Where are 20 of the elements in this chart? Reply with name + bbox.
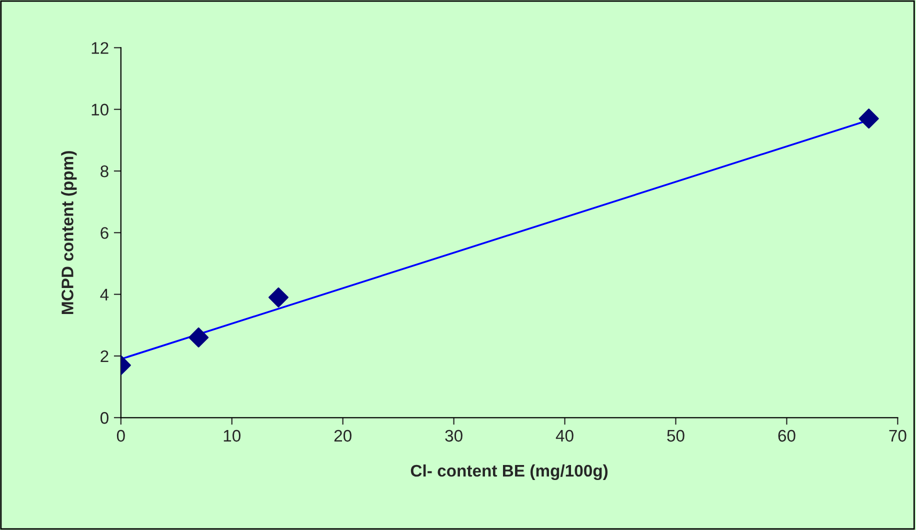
point [188, 327, 209, 348]
point [858, 108, 879, 129]
y-tick-label: 12 [92, 42, 108, 54]
y-tick-label: 8 [100, 165, 108, 178]
x-tick-label: 20 [334, 430, 352, 442]
x-tick-label: 10 [224, 430, 240, 442]
y-tick-label: 2 [100, 350, 108, 362]
y-tick-label: 6 [100, 227, 108, 239]
x-axis-title: Cl- content BE (mg/100g) [410, 464, 608, 480]
x-tick-label: 60 [778, 430, 796, 442]
point [268, 287, 288, 308]
y-tick-label: 4 [100, 288, 109, 300]
x-tick-label: 30 [445, 430, 462, 442]
x-tick-label: 40 [556, 430, 574, 442]
y-axis-title: MCPD content (ppm) [61, 151, 77, 314]
x-tick-label: 50 [667, 430, 684, 442]
y-tick-label: 0 [100, 412, 108, 424]
y-tick-label: 10 [92, 104, 108, 116]
x-tick-label: 70 [889, 430, 906, 442]
x-tick-label: 0 [116, 430, 125, 442]
